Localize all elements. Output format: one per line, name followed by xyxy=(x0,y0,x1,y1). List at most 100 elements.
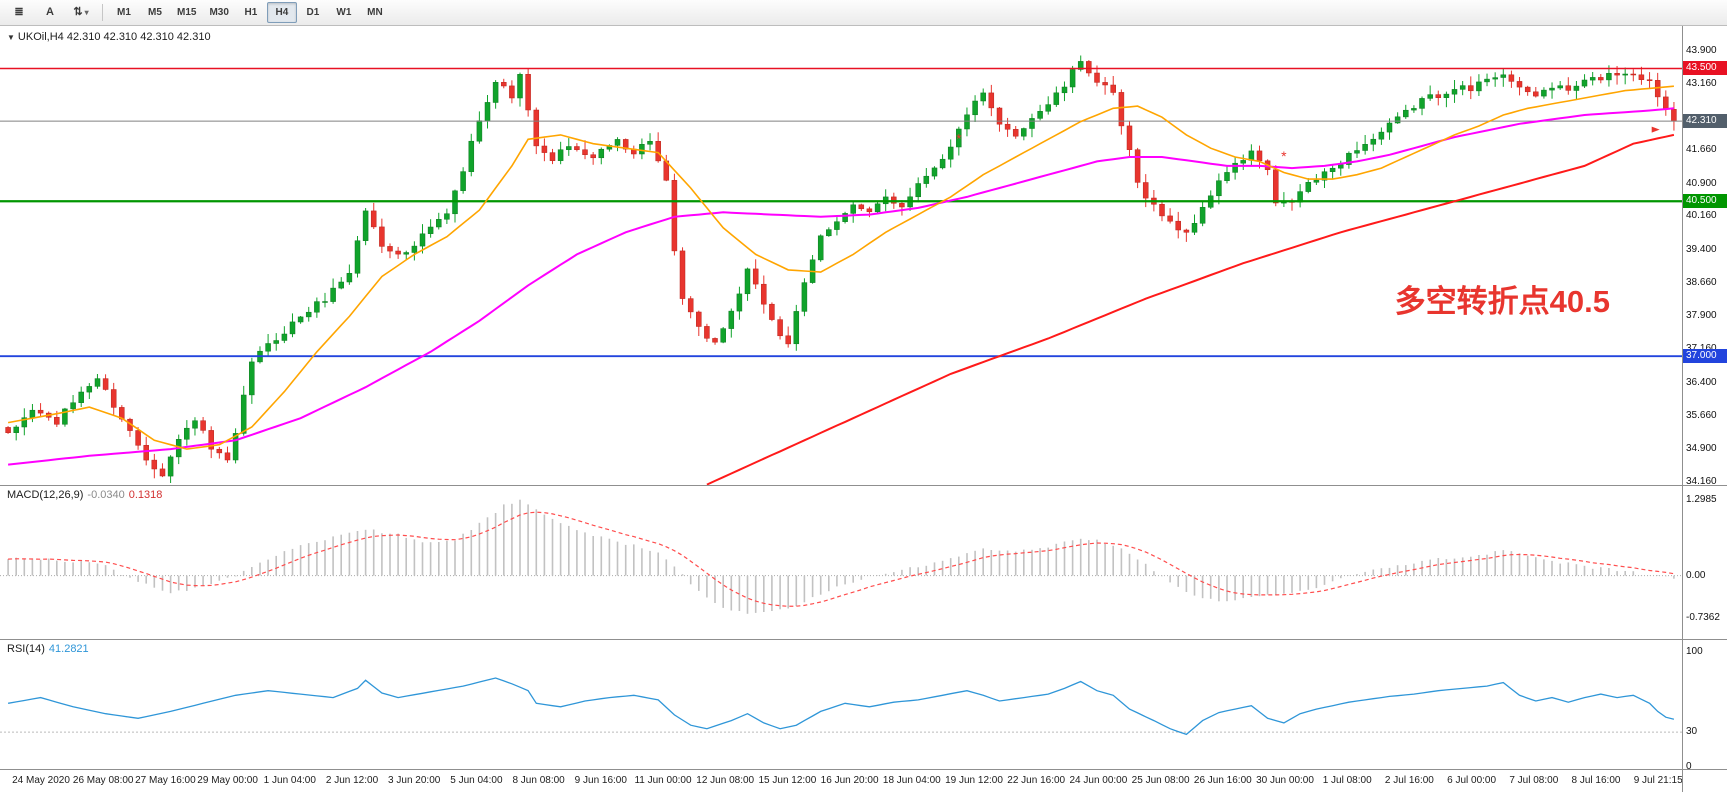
macd-main-value: -0.0340 xyxy=(87,489,125,501)
time-tick-label: 9 Jul 21:15 xyxy=(1633,775,1682,786)
axis-tick-label: 100 xyxy=(1686,645,1703,657)
axis-tick-label: 1.2985 xyxy=(1686,494,1717,506)
candles-layer xyxy=(5,55,1677,483)
arrows-tool-button[interactable]: ⇅ ▾ xyxy=(66,2,96,23)
time-tick-label: 2 Jul 16:00 xyxy=(1384,775,1434,786)
timeframe-h4-button[interactable]: H4 xyxy=(266,2,297,23)
axis-tick-label: 37.900 xyxy=(1686,310,1717,322)
sell-marker-icon: * xyxy=(956,130,962,146)
time-tick-label: 6 Jul 00:00 xyxy=(1447,775,1497,786)
chart-menu-button[interactable]: ≣ xyxy=(4,2,34,23)
macd-signal-line xyxy=(8,511,1674,607)
axis-tick-label: 36.400 xyxy=(1686,376,1717,388)
time-tick-label: 24 Jun 00:00 xyxy=(1069,775,1128,786)
time-tick-label: 7 Jul 08:00 xyxy=(1509,775,1559,786)
time-tick-label: 1 Jun 04:00 xyxy=(263,775,316,786)
macd-axis[interactable]: 1.2985 0.00 -0.7362 xyxy=(1682,486,1727,639)
symbol-ohlc-label: ▼ UKOil,H4 42.310 42.310 42.310 42.310 xyxy=(7,31,211,43)
macd-histogram xyxy=(7,499,1675,614)
timeframe-m5-button[interactable]: M5 xyxy=(148,7,162,18)
macd-panel: MACD(12,26,9) -0.0340 0.1318 1.2985 0.00 -0.… xyxy=(0,485,1727,639)
ma-long-red xyxy=(706,133,1675,485)
price-badge: 43.500 xyxy=(1683,61,1727,76)
axis-tick-label: 34.160 xyxy=(1686,475,1717,487)
axis-tick-label: 37.160 xyxy=(1686,343,1717,354)
time-tick-label: 5 Jun 04:00 xyxy=(450,775,503,786)
time-tick-label: 30 Jun 00:00 xyxy=(1256,775,1314,786)
candlestick-svg: ** xyxy=(0,55,1682,485)
time-tick-label: 19 Jun 12:00 xyxy=(945,775,1003,786)
price-arrow-icon xyxy=(1651,126,1660,133)
timeframe-w1-button[interactable]: W1 xyxy=(336,7,352,18)
chevron-down-icon: ▾ xyxy=(84,8,89,17)
tools-group: ≣ A ⇅ ▾ xyxy=(4,2,96,23)
main-chart-panel: * * ▼ UKOil,H4 42.310 42.310 42.310 42.310… xyxy=(0,26,1727,487)
time-tick-label: 12 Jun 08:00 xyxy=(696,775,755,786)
toolbar: ≣ A ⇅ ▾ M1 M5 M15 M30 H1 H4 D1 W1 MN xyxy=(0,0,1727,26)
time-labels: 24 May 2020 26 May 08:00 27 May 16:00 29 Ma… xyxy=(0,770,1682,792)
axis-tick-label: 0.00 xyxy=(1686,569,1706,581)
macd-signal-value: 0.1318 xyxy=(128,489,163,501)
timeframe-m15-button[interactable]: M15 xyxy=(177,7,197,18)
text-label-tool-icon: A xyxy=(46,6,54,18)
text-label-tool-button[interactable]: A xyxy=(35,2,65,23)
price-axis[interactable]: 43.900 43.160 41.660 40.900 40.160 39.400 38.6… xyxy=(1682,26,1727,487)
time-tick-label: 29 May 00:00 xyxy=(197,775,258,786)
chart-annotation-text[interactable]: 多空转折点40.5 xyxy=(1394,284,1610,319)
rsi-value: 41.2821 xyxy=(48,643,89,655)
axis-tick-label: 41.660 xyxy=(1686,143,1717,155)
time-tick-label: 8 Jul 16:00 xyxy=(1571,775,1621,786)
axis-tick-label: 35.660 xyxy=(1686,409,1717,421)
rsi-svg xyxy=(0,677,1682,736)
symbol-ohlc-text: UKOil,H4 42.310 42.310 42.310 42.310 xyxy=(17,31,211,43)
time-tick-label: 3 Jun 20:00 xyxy=(388,775,441,786)
timeframe-m30-button[interactable]: M30 xyxy=(209,7,229,18)
time-tick-label: 22 Jun 16:00 xyxy=(1007,775,1066,786)
rsi-chart-canvas[interactable]: RSI(14) 41.2821 xyxy=(0,640,1682,769)
price-chart-canvas[interactable]: * * ▼ UKOil,H4 42.310 42.310 42.310 42.310… xyxy=(0,26,1682,485)
sell-marker-icon: * xyxy=(1281,148,1287,164)
time-tick-label: 1 Jul 08:00 xyxy=(1322,775,1372,786)
time-tick-label: 16 Jun 20:00 xyxy=(820,775,879,786)
ma-fast-orange xyxy=(7,85,1674,450)
timeframe-mn-button[interactable]: MN xyxy=(367,7,383,18)
timeframes-group: M1 M5 M15 M30 H1 H4 D1 W1 MN xyxy=(109,2,390,23)
rsi-panel: RSI(14) 41.2821 100 30 0 xyxy=(0,639,1727,772)
toolbar-separator xyxy=(102,4,103,21)
time-tick-label: 26 May 08:00 xyxy=(72,775,134,786)
rsi-axis[interactable]: 100 30 0 xyxy=(1682,640,1727,772)
time-tick-label: 18 Jun 04:00 xyxy=(882,775,941,786)
time-tick-label: 2 Jun 12:00 xyxy=(325,775,379,786)
axis-tick-label: 40.900 xyxy=(1686,177,1717,189)
ma-slow-magenta xyxy=(8,107,1674,466)
time-tick-label: 27 May 16:00 xyxy=(135,775,196,786)
time-tick-label: 8 Jun 08:00 xyxy=(512,775,565,786)
macd-chart-canvas[interactable]: MACD(12,26,9) -0.0340 0.1318 xyxy=(0,486,1682,639)
price-badge: 37.000 xyxy=(1683,349,1727,364)
chart-menu-icon: ≣ xyxy=(14,6,24,18)
rsi-name: RSI(14) xyxy=(7,643,45,655)
axis-tick-label: -0.7362 xyxy=(1686,612,1720,624)
axis-tick-label: 0 xyxy=(1686,760,1692,772)
macd-svg xyxy=(0,499,1682,614)
price-badge: 40.500 xyxy=(1683,194,1727,209)
time-tick-label: 26 Jun 16:00 xyxy=(1193,775,1252,786)
time-tick-label: 25 Jun 08:00 xyxy=(1131,775,1190,786)
axis-tick-label: 39.400 xyxy=(1686,243,1717,255)
time-tick-label: 9 Jun 16:00 xyxy=(574,775,627,786)
timeframe-d1-button[interactable]: D1 xyxy=(306,7,320,18)
axis-corner xyxy=(1682,770,1727,792)
rsi-label: RSI(14) 41.2821 xyxy=(7,643,89,655)
macd-name: MACD(12,26,9) xyxy=(7,489,84,501)
timeframe-m1-button[interactable]: M1 xyxy=(117,7,131,18)
time-axis[interactable]: 24 May 2020 26 May 08:00 27 May 16:00 29 Ma… xyxy=(0,769,1727,792)
macd-label: MACD(12,26,9) -0.0340 0.1318 xyxy=(7,489,162,501)
axis-tick-label: 40.160 xyxy=(1686,210,1717,222)
price-badge: 42.310 xyxy=(1683,114,1727,129)
axis-tick-label: 43.900 xyxy=(1686,44,1717,56)
axis-tick-label: 34.900 xyxy=(1686,443,1717,455)
time-tick-label: 15 Jun 12:00 xyxy=(758,775,817,786)
axis-tick-label: 38.660 xyxy=(1686,276,1717,288)
timeframe-h1-button[interactable]: H1 xyxy=(244,7,258,18)
